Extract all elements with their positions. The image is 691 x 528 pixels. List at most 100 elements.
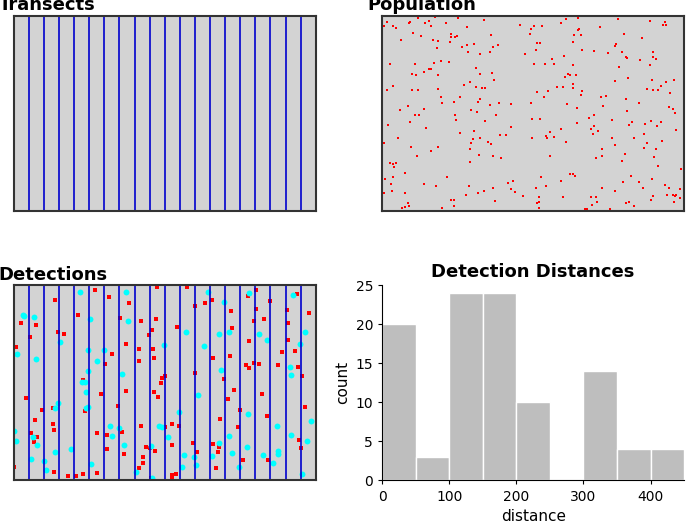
Point (634, 99, 645, 108)
Point (433, 37, 444, 46)
Point (659, 17, 670, 26)
Point (625, 171, 636, 180)
Point (455, 129, 466, 137)
Point (568, 61, 579, 70)
Point (509, 188, 520, 196)
Point (462, 23, 473, 32)
Point (174, 408, 185, 417)
Point (589, 111, 600, 119)
Point (530, 45, 541, 54)
Point (618, 178, 629, 186)
Point (63, 472, 74, 480)
Point (453, 14, 464, 23)
Point (36, 406, 47, 414)
Point (448, 196, 460, 204)
Y-axis label: count: count (335, 361, 350, 404)
Point (571, 104, 583, 112)
Bar (382, 324, 416, 480)
Point (294, 436, 305, 445)
Point (433, 84, 444, 93)
Point (636, 34, 647, 42)
Point (646, 76, 657, 84)
Point (272, 450, 283, 458)
Point (580, 205, 591, 213)
Point (477, 84, 488, 92)
Point (424, 65, 435, 73)
Point (480, 84, 491, 92)
Point (494, 131, 505, 139)
Bar (583, 371, 617, 480)
Point (645, 60, 656, 69)
Point (218, 298, 229, 307)
Point (614, 63, 625, 71)
Point (655, 81, 666, 90)
Point (400, 189, 411, 197)
Point (105, 422, 116, 430)
Point (171, 470, 182, 478)
Point (133, 345, 144, 353)
Point (47, 420, 58, 428)
Point (78, 376, 89, 384)
Point (531, 199, 542, 207)
Point (479, 116, 490, 125)
Point (412, 152, 423, 161)
Point (240, 361, 252, 370)
Point (162, 432, 173, 441)
Point (426, 146, 437, 155)
Point (404, 202, 415, 210)
Point (379, 138, 390, 147)
Point (471, 83, 482, 91)
Point (405, 143, 416, 151)
Point (413, 86, 424, 95)
Point (489, 76, 500, 84)
Point (38, 457, 49, 466)
Point (85, 314, 96, 323)
Point (444, 38, 455, 46)
Point (30, 320, 41, 329)
Point (479, 187, 490, 195)
Point (249, 359, 260, 367)
Point (172, 323, 183, 332)
Point (647, 53, 659, 61)
Point (484, 100, 495, 109)
Point (379, 175, 390, 184)
Point (648, 48, 659, 56)
Point (207, 439, 218, 448)
Point (392, 134, 404, 142)
Point (659, 181, 670, 189)
Point (568, 83, 579, 92)
Point (243, 410, 254, 418)
Point (292, 290, 303, 298)
Point (50, 296, 61, 305)
Point (661, 21, 672, 29)
Point (41, 466, 52, 474)
Point (396, 204, 407, 212)
Point (390, 158, 401, 167)
Point (149, 447, 160, 456)
Point (432, 44, 443, 52)
Bar (449, 293, 483, 480)
Point (384, 60, 395, 69)
Point (29, 313, 40, 321)
Point (243, 337, 254, 346)
Point (265, 297, 276, 305)
Point (616, 48, 627, 56)
Point (16, 318, 27, 327)
Point (176, 463, 187, 471)
Point (210, 464, 221, 472)
Point (457, 43, 468, 52)
Point (19, 312, 30, 320)
Point (145, 474, 156, 483)
Point (623, 73, 634, 82)
Point (446, 30, 457, 39)
Point (166, 470, 177, 479)
Point (507, 176, 518, 185)
Point (396, 35, 407, 44)
Point (156, 374, 167, 382)
Point (540, 182, 551, 190)
Point (619, 30, 630, 39)
Point (506, 123, 517, 131)
Point (232, 423, 243, 432)
Point (406, 86, 417, 94)
Point (451, 115, 462, 124)
